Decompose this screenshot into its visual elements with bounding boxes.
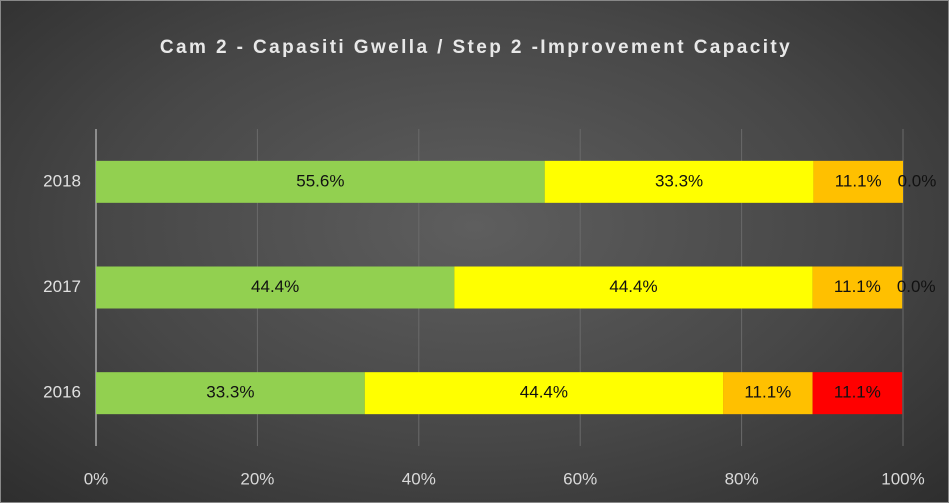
chart-title: Cam 2 - Capasiti Gwella / Step 2 -Improv… (159, 37, 793, 58)
y-tick-label: 2017 (43, 277, 81, 296)
x-tick-label: 60% (563, 469, 597, 488)
bar-segment (813, 160, 903, 203)
data-label: 44.4% (609, 277, 657, 296)
bar-segment (723, 372, 813, 415)
bar-segment (96, 266, 455, 309)
data-label: 11.1% (744, 383, 791, 402)
data-label: 11.1% (834, 277, 881, 296)
data-label: 0.0% (897, 277, 936, 296)
data-label: 33.3% (655, 171, 703, 190)
y-tick-label: 2016 (43, 383, 81, 402)
data-label: 0.0% (898, 171, 937, 190)
y-tick-label: 2018 (43, 171, 81, 190)
data-label: 44.4% (251, 277, 299, 296)
bar-segment (96, 160, 545, 203)
x-tick-label: 100% (881, 469, 924, 488)
bar-segment (364, 372, 724, 415)
x-tick-label: 20% (240, 469, 274, 488)
bar-segment (544, 160, 814, 203)
x-tick-label: 40% (402, 469, 436, 488)
data-label: 33.3% (206, 383, 254, 402)
data-label: 55.6% (296, 171, 344, 190)
bar-segment (812, 266, 903, 309)
data-label: 11.1% (835, 171, 882, 190)
bar-segment (96, 372, 365, 415)
x-tick-label: 0% (84, 469, 109, 488)
bar-segment (812, 372, 903, 415)
data-label: 11.1% (834, 383, 881, 402)
bar-segment (454, 266, 813, 309)
data-label: 44.4% (520, 383, 568, 402)
x-tick-label: 80% (725, 469, 759, 488)
